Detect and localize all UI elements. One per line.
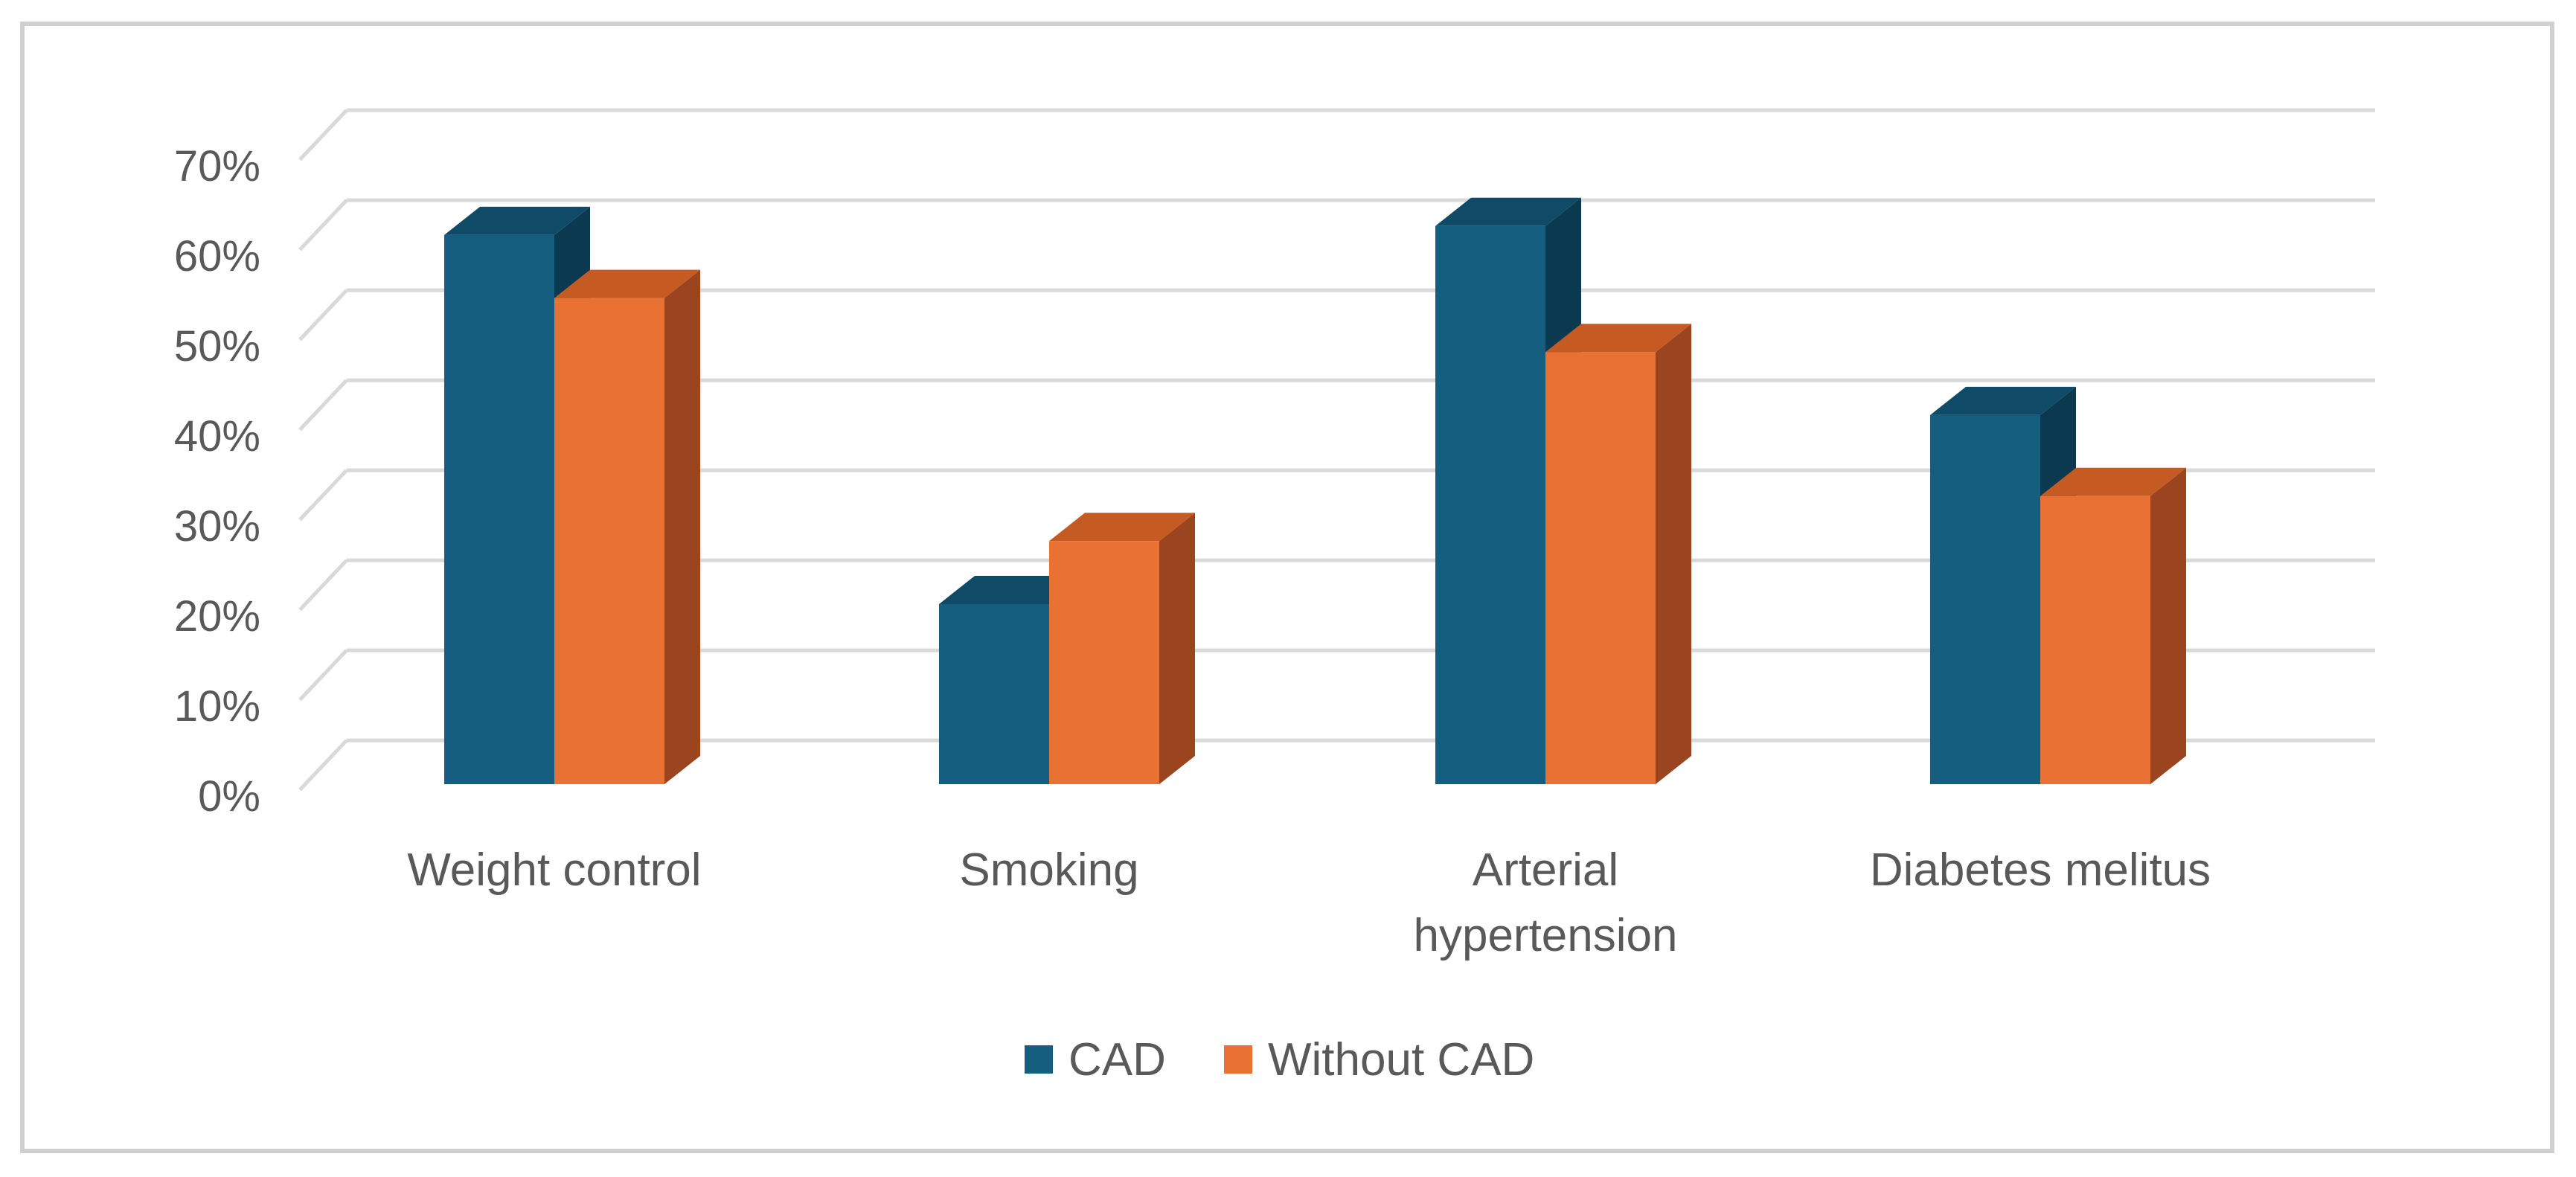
x-category-label: Diabetes melitus bbox=[1870, 844, 2211, 896]
bar-chart: 0% 10% 20% 30% 40% 50% 60% 70% Weight control Sm… bbox=[0, 0, 2576, 1173]
bar-front bbox=[939, 604, 1049, 784]
bar-without-cad-3 bbox=[2040, 468, 2186, 784]
y-tick-label: 70% bbox=[174, 142, 260, 190]
legend-swatch-without-cad bbox=[1224, 1045, 1252, 1074]
y-tick-label: 50% bbox=[174, 322, 260, 371]
legend-swatch-cad bbox=[1025, 1045, 1053, 1074]
bar-without-cad-0 bbox=[554, 270, 700, 784]
x-category-label: hypertension bbox=[1413, 910, 1677, 961]
legend-label-without-cad: Without CAD bbox=[1268, 1034, 1534, 1085]
bar-side bbox=[1159, 513, 1195, 784]
chart-container: 0% 10% 20% 30% 40% 50% 60% 70% Weight control Sm… bbox=[0, 0, 2576, 1173]
bar-front bbox=[1545, 352, 1656, 784]
legend: CAD Without CAD bbox=[1025, 1034, 1534, 1085]
y-tick-label: 30% bbox=[174, 502, 260, 551]
bar-front bbox=[1049, 541, 1159, 784]
y-tick-label: 20% bbox=[174, 592, 260, 641]
y-tick-label: 0% bbox=[198, 772, 260, 821]
x-category-label: Smoking bbox=[959, 844, 1138, 896]
bar-without-cad-1 bbox=[1049, 513, 1195, 784]
x-category-label: Weight control bbox=[407, 844, 701, 896]
bar-front bbox=[444, 235, 554, 784]
y-tick-label: 60% bbox=[174, 232, 260, 280]
bar-front bbox=[1930, 415, 2040, 784]
bar-side bbox=[2150, 468, 2186, 784]
y-tick-label: 10% bbox=[174, 682, 260, 731]
x-category-label: Arterial bbox=[1473, 844, 1618, 896]
legend-label-cad: CAD bbox=[1068, 1034, 1166, 1085]
bar-front bbox=[2040, 496, 2150, 784]
y-tick-label: 40% bbox=[174, 412, 260, 461]
bar-front bbox=[1435, 226, 1545, 784]
bar-side bbox=[664, 270, 700, 784]
bar-front bbox=[554, 298, 664, 784]
bar-without-cad-2 bbox=[1545, 324, 1691, 784]
bar-side bbox=[1656, 324, 1691, 784]
